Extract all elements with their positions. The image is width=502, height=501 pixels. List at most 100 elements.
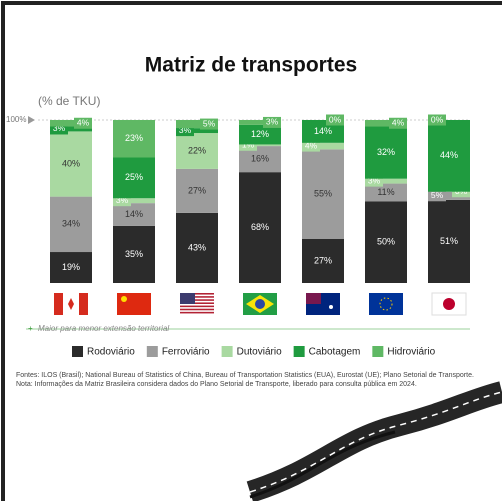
flag: [369, 293, 403, 315]
data-label: 1%: [242, 140, 255, 150]
bar-segment: [113, 120, 155, 158]
data-label: 5%: [431, 190, 444, 200]
data-label: 0%: [431, 114, 444, 124]
bar-segment: [428, 120, 470, 192]
data-label: 44%: [440, 150, 458, 160]
chart-title: Matriz de transportes: [145, 54, 357, 77]
data-label-badge: [200, 118, 218, 130]
bar-segment: [302, 238, 344, 283]
flag-part: [180, 308, 214, 311]
data-label: 14%: [314, 126, 332, 136]
bar-segment: [113, 225, 155, 283]
legend-label: Ferroviário: [162, 347, 210, 358]
flag-part: [329, 305, 333, 309]
flag-part: [68, 298, 74, 310]
bar-segment: [239, 144, 281, 147]
data-label-badge: [176, 125, 194, 137]
flag-part: [180, 293, 214, 295]
data-label: 51%: [440, 236, 458, 246]
legend-label: Dutoviário: [237, 347, 282, 358]
flag-part: [306, 293, 321, 304]
flag: [180, 293, 214, 314]
data-label: 25%: [125, 172, 143, 182]
data-label-badge: [365, 175, 383, 187]
data-label: 4%: [305, 140, 318, 150]
data-label: 5%: [203, 118, 216, 128]
y-tick-label: 100%: [6, 115, 26, 124]
flag-part: [180, 302, 214, 304]
bar-segment: [50, 196, 92, 253]
data-label: 19%: [62, 262, 80, 272]
data-label-badge: [263, 116, 281, 128]
bar-segment: [113, 203, 155, 226]
bar-segment: [50, 120, 92, 127]
bar-segment: [239, 124, 281, 145]
flag-part: [369, 293, 403, 315]
data-label: 3%: [368, 175, 381, 185]
bar-segment: [428, 191, 470, 200]
data-label: 22%: [188, 145, 206, 155]
data-label-badge: [428, 114, 446, 126]
data-label: 34%: [62, 219, 80, 229]
data-label: 35%: [125, 249, 143, 259]
flag-part: [79, 293, 88, 315]
bar-segment: [50, 131, 92, 197]
flag: [54, 293, 88, 315]
data-label: 27%: [314, 255, 332, 265]
data-label: 4%: [77, 118, 90, 128]
bar-segment: [176, 212, 218, 283]
bar-segment: [302, 120, 344, 143]
bar-segment: [365, 126, 407, 179]
data-label: 32%: [377, 147, 395, 157]
data-label: 27%: [188, 185, 206, 195]
data-label: 16%: [251, 153, 269, 163]
flag-part: [54, 293, 63, 315]
data-label-badge: [113, 195, 131, 207]
legend-label: Hidroviário: [387, 347, 435, 358]
bar-segment: [239, 120, 281, 125]
flag-part: [180, 296, 214, 298]
data-label: 11%: [377, 187, 394, 197]
bar-segment: [113, 157, 155, 199]
bar-segment: [302, 149, 344, 239]
flag-part: [117, 293, 151, 315]
data-label: 55%: [314, 189, 332, 199]
flag-part: [180, 305, 214, 308]
flag-part: [180, 293, 195, 304]
data-label: 3%: [266, 117, 279, 127]
bar-segment: [428, 199, 470, 283]
bar-segment: [302, 142, 344, 150]
data-label: 14%: [125, 209, 143, 219]
bar-segment: [176, 120, 218, 129]
data-label-badge: [302, 140, 320, 152]
tick-mark: [28, 116, 35, 124]
bar-segment: [365, 183, 407, 202]
data-label-badge: [50, 123, 68, 135]
legend-swatch: [72, 346, 83, 357]
legend-swatch: [146, 346, 158, 357]
data-label: 23%: [125, 133, 143, 143]
bar-segment: [113, 198, 155, 204]
legend-label: Cabotagem: [309, 347, 361, 358]
bar-segment: [365, 178, 407, 184]
bar-segment: [176, 128, 218, 134]
bar-segment: [239, 172, 281, 283]
legend-swatch: [372, 346, 384, 357]
bar-segment: [176, 133, 218, 169]
flag-part: [443, 298, 455, 310]
data-label: 0%: [329, 114, 342, 124]
data-label: 3%: [53, 123, 66, 133]
bar-segment: [176, 168, 218, 213]
annotation-plus: +: [28, 324, 33, 333]
axis-label: (% de TKU): [38, 94, 100, 108]
data-label: 4%: [392, 118, 405, 128]
data-label-badge: [239, 139, 257, 151]
data-label: 43%: [188, 242, 206, 252]
data-label: 68%: [251, 222, 269, 232]
flag-part: [255, 299, 265, 309]
data-label-badge: [428, 190, 446, 202]
flag: [306, 293, 340, 315]
